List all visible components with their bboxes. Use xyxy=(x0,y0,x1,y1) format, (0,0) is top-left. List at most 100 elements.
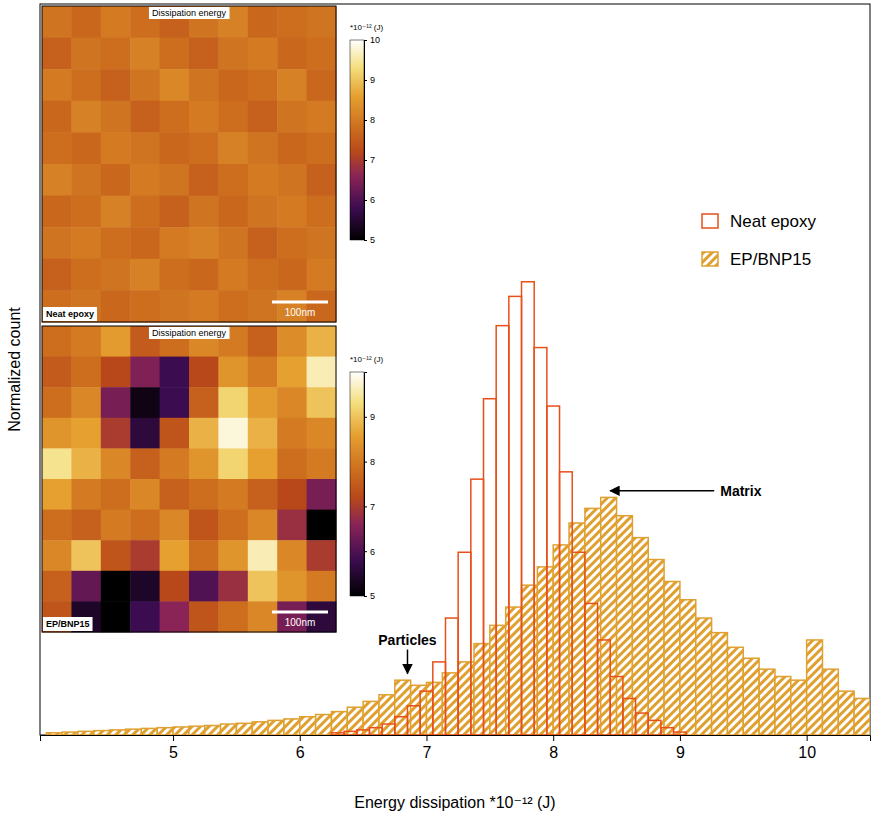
histogram-bar xyxy=(854,698,870,735)
heatmap-cell xyxy=(71,357,101,388)
heatmap-cell xyxy=(218,69,248,101)
heatmap-cell xyxy=(218,259,248,291)
heatmap-cell xyxy=(248,571,278,602)
heatmap-cell xyxy=(71,132,101,164)
heatmap-cell xyxy=(248,196,278,228)
heatmap-cell xyxy=(277,418,307,449)
heatmap-cell xyxy=(248,6,278,38)
tick: 5 xyxy=(169,735,178,761)
panel-label: EP/BNP15 xyxy=(46,619,90,629)
scale-bar xyxy=(272,301,328,304)
heatmap-cell xyxy=(307,259,337,291)
histogram-bar xyxy=(442,673,458,735)
heatmap-cell xyxy=(307,164,337,196)
histogram-bar xyxy=(484,399,497,735)
tick-mark xyxy=(364,417,367,418)
heatmap-cell xyxy=(130,164,160,196)
title-patch xyxy=(149,327,230,339)
tick-label: 9 xyxy=(370,412,375,422)
tick-label: 7 xyxy=(370,502,375,512)
histogram-bar xyxy=(712,633,728,735)
heatmap-cell xyxy=(277,164,307,196)
tick-mark xyxy=(364,240,367,241)
histogram-bar xyxy=(420,691,433,735)
scale-bar-label: 100nm xyxy=(285,307,316,318)
histogram-bar xyxy=(585,508,601,735)
heatmap-cell xyxy=(42,6,72,38)
histogram-bar xyxy=(648,720,661,735)
histogram-bar xyxy=(680,600,696,735)
axis-line xyxy=(365,41,368,241)
heatmap-cell xyxy=(189,418,219,449)
heatmap-cell xyxy=(277,510,307,541)
tick-mark xyxy=(300,735,301,741)
heatmap-cell xyxy=(71,479,101,510)
heatmap-cell xyxy=(42,510,72,541)
histogram-bar xyxy=(610,677,623,735)
heatmap-cell xyxy=(160,479,190,510)
heatmap-cell xyxy=(248,259,278,291)
heatmap-cell xyxy=(307,227,337,259)
heatmap-cell xyxy=(42,571,72,602)
heatmap-cell xyxy=(218,357,248,388)
histogram-bar xyxy=(807,640,823,735)
heatmap-cell xyxy=(248,540,278,571)
annotation: Particles xyxy=(378,632,437,648)
heatmap-cell xyxy=(42,259,72,291)
tick: 10 xyxy=(364,35,380,45)
heatmap-cell xyxy=(160,227,190,259)
heatmap-cell xyxy=(42,540,72,571)
tick-mark xyxy=(364,596,367,597)
heatmap-cell xyxy=(130,290,160,322)
tick-label: 10 xyxy=(798,744,816,761)
heatmap-cell xyxy=(130,69,160,101)
histogram-bar xyxy=(344,731,357,735)
heatmap-cell xyxy=(248,418,278,449)
heatmap-cell xyxy=(42,164,72,196)
histogram-bar xyxy=(379,695,395,735)
heatmap-cell xyxy=(307,418,337,449)
heatmap-cell xyxy=(71,571,101,602)
annotation-arrow xyxy=(407,650,409,674)
heatmap-cell xyxy=(101,387,131,418)
tick-label: 6 xyxy=(370,547,375,557)
tick-mark xyxy=(173,735,174,741)
heatmap-cell xyxy=(42,357,72,388)
heatmap-cell xyxy=(307,479,337,510)
heatmap-cell xyxy=(218,418,248,449)
histogram-bar xyxy=(78,731,94,735)
heatmap-cell xyxy=(130,571,160,602)
tick: 6 xyxy=(364,195,375,205)
heatmap-cell xyxy=(248,357,278,388)
histogram-bar xyxy=(94,731,110,735)
histogram-bar xyxy=(569,523,585,735)
heatmap-cell xyxy=(189,479,219,510)
tick: 5 xyxy=(364,235,375,245)
heatmap-cell xyxy=(218,38,248,70)
tick-mark xyxy=(364,40,367,41)
heatmap-cell xyxy=(307,326,337,357)
heatmap-cell xyxy=(160,540,190,571)
histogram-bar xyxy=(126,729,142,735)
heatmap-cell xyxy=(248,387,278,418)
histogram-bar xyxy=(632,538,648,735)
histogram-bar xyxy=(585,603,598,735)
histogram-bar xyxy=(601,497,617,735)
axis-line xyxy=(365,373,368,597)
tick: 6 xyxy=(296,735,305,761)
heatmap-cell xyxy=(42,101,72,133)
tick: 7 xyxy=(364,502,375,512)
heatmap-cell xyxy=(130,357,160,388)
tick: 10 xyxy=(798,735,816,761)
heatmap-cell xyxy=(189,101,219,133)
heatmap-cell xyxy=(277,196,307,228)
tick-label: 7 xyxy=(423,744,432,761)
tick-mark xyxy=(680,735,681,741)
heatmap-cell xyxy=(42,479,72,510)
bars xyxy=(46,282,870,735)
heatmap-cell xyxy=(218,448,248,479)
heatmap-cell xyxy=(307,510,337,541)
histogram-bar xyxy=(62,732,78,735)
heatmap-cell xyxy=(42,448,72,479)
histogram-bar xyxy=(205,725,221,735)
